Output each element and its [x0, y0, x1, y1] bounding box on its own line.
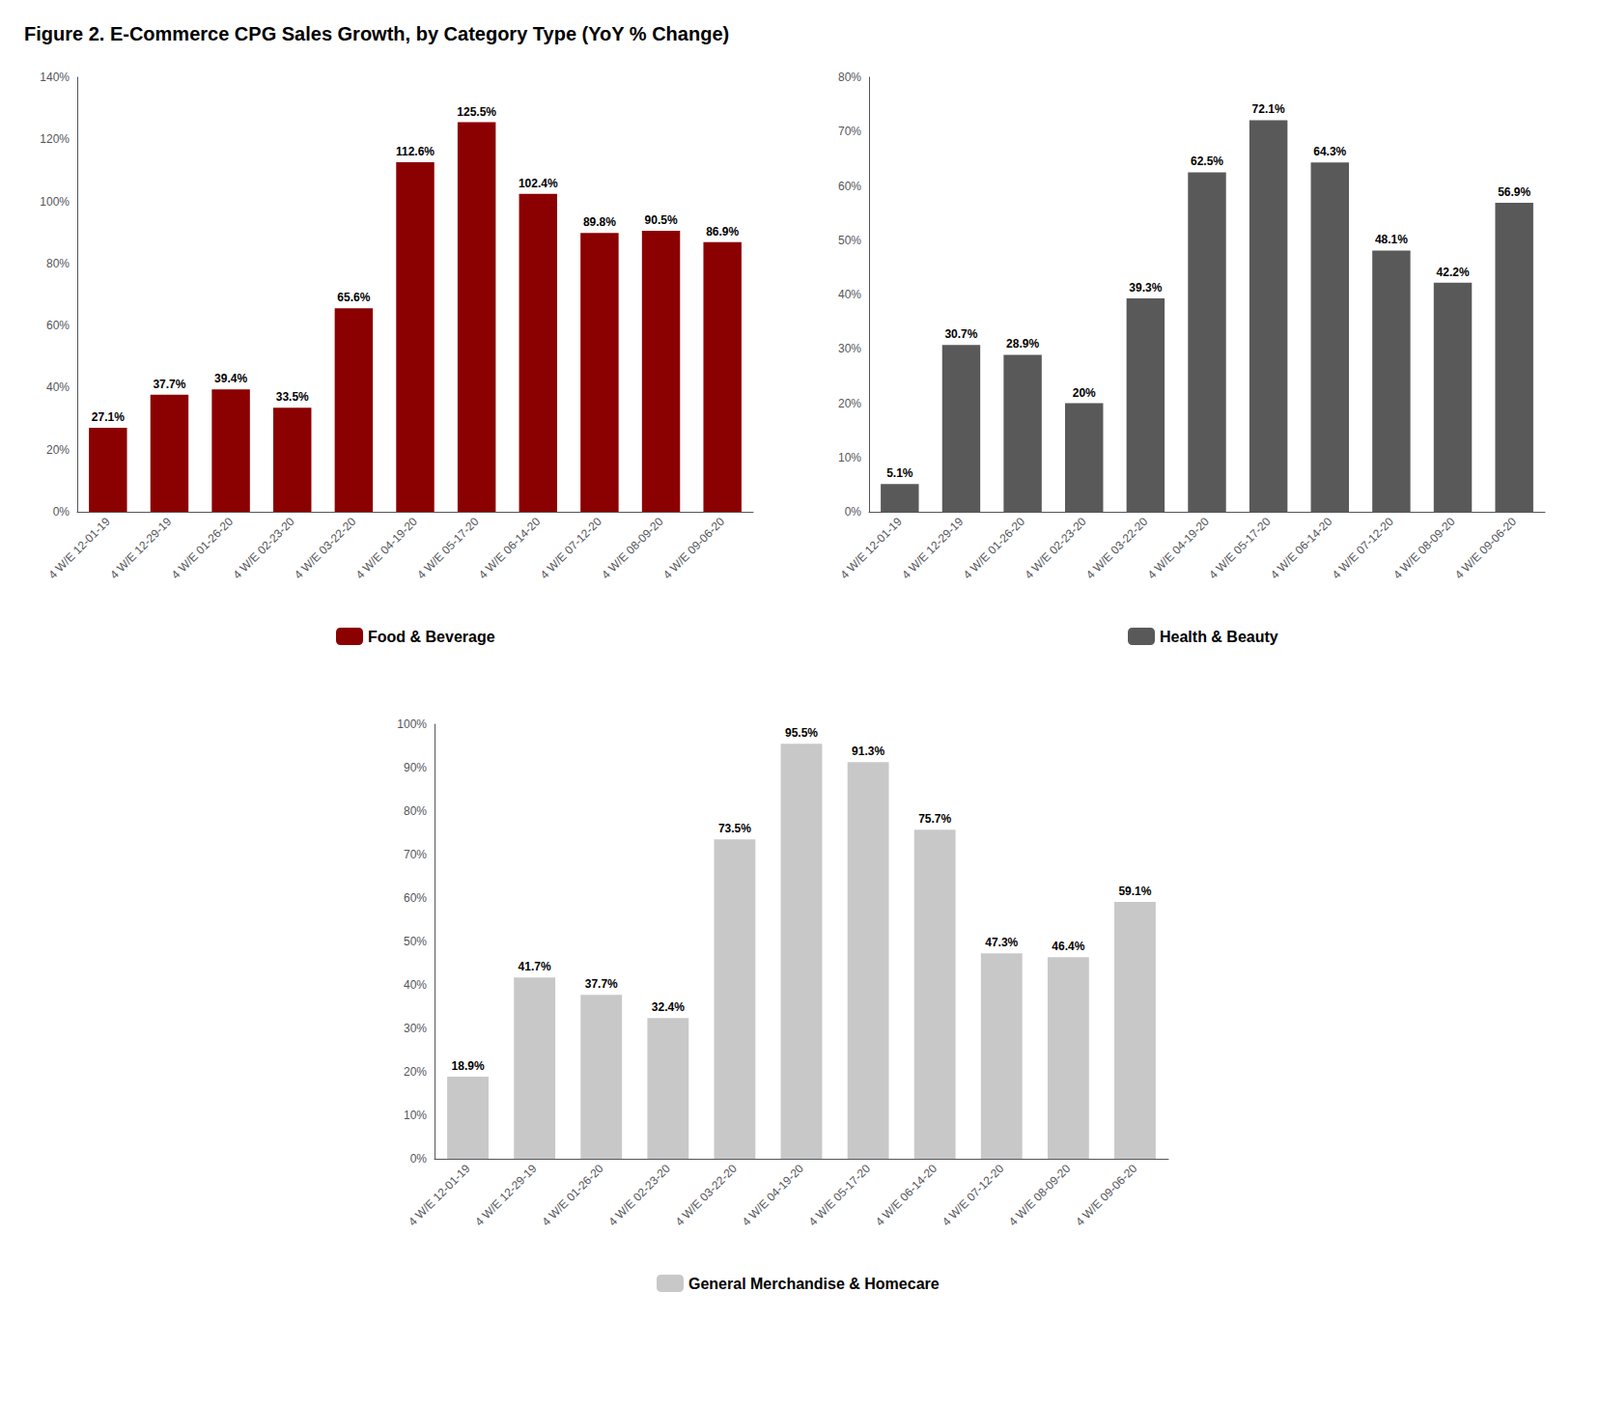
svg-text:30.7%: 30.7%: [944, 327, 978, 341]
svg-text:4 W/E 03-22-20: 4 W/E 03-22-20: [1083, 514, 1151, 582]
svg-text:20%: 20%: [838, 396, 862, 411]
svg-text:33.5%: 33.5%: [276, 390, 309, 404]
svg-text:General Merchandise & Homecare: General Merchandise & Homecare: [688, 1275, 940, 1292]
svg-text:91.3%: 91.3%: [851, 744, 885, 758]
svg-text:140%: 140%: [39, 70, 70, 85]
svg-text:86.9%: 86.9%: [705, 224, 739, 239]
svg-text:4 W/E 12-01-19: 4 W/E 12-01-19: [405, 1161, 473, 1229]
svg-text:Health & Beauty: Health & Beauty: [1159, 628, 1279, 646]
svg-text:4 W/E 12-01-19: 4 W/E 12-01-19: [46, 514, 113, 582]
svg-text:95.5%: 95.5%: [785, 726, 818, 740]
svg-text:4 W/E 06-14-20: 4 W/E 06-14-20: [872, 1161, 940, 1229]
svg-text:39.4%: 39.4%: [214, 371, 248, 386]
svg-text:4 W/E 06-14-20: 4 W/E 06-14-20: [476, 514, 543, 582]
svg-text:80%: 80%: [403, 804, 427, 818]
svg-text:5.1%: 5.1%: [886, 466, 914, 480]
svg-text:73.5%: 73.5%: [718, 821, 752, 836]
svg-text:4 W/E 04-19-20: 4 W/E 04-19-20: [353, 514, 421, 582]
svg-text:59.1%: 59.1%: [1118, 884, 1151, 899]
svg-text:30%: 30%: [838, 341, 862, 356]
svg-text:39.3%: 39.3%: [1128, 280, 1162, 295]
svg-text:42.2%: 42.2%: [1436, 265, 1470, 280]
svg-text:20%: 20%: [403, 1065, 427, 1079]
svg-text:75.7%: 75.7%: [918, 812, 952, 826]
svg-text:40%: 40%: [403, 978, 427, 992]
svg-text:4 W/E 08-09-20: 4 W/E 08-09-20: [1390, 514, 1458, 582]
svg-text:4 W/E 07-12-20: 4 W/E 07-12-20: [939, 1161, 1007, 1229]
svg-text:80%: 80%: [838, 70, 862, 85]
svg-text:112.6%: 112.6%: [395, 144, 435, 159]
svg-text:4 W/E 01-26-20: 4 W/E 01-26-20: [960, 514, 1028, 582]
svg-text:72.1%: 72.1%: [1252, 102, 1286, 116]
svg-text:32.4%: 32.4%: [651, 1000, 685, 1014]
svg-text:50%: 50%: [403, 934, 427, 949]
svg-text:4 W/E 04-19-20: 4 W/E 04-19-20: [1145, 514, 1212, 582]
svg-text:90%: 90%: [403, 760, 427, 775]
svg-text:70%: 70%: [403, 847, 427, 862]
svg-text:4 W/E 09-06-20: 4 W/E 09-06-20: [1452, 514, 1519, 582]
svg-text:102.4%: 102.4%: [518, 176, 559, 191]
svg-text:100%: 100%: [39, 195, 70, 209]
svg-text:4 W/E 05-17-20: 4 W/E 05-17-20: [1206, 514, 1273, 582]
svg-text:10%: 10%: [403, 1108, 427, 1123]
svg-text:4 W/E 02-23-20: 4 W/E 02-23-20: [1021, 514, 1089, 582]
svg-text:89.8%: 89.8%: [583, 215, 617, 229]
svg-text:4 W/E 03-22-20: 4 W/E 03-22-20: [291, 514, 359, 582]
svg-text:4 W/E 01-26-20: 4 W/E 01-26-20: [538, 1161, 606, 1229]
svg-text:4 W/E 03-22-20: 4 W/E 03-22-20: [673, 1161, 740, 1229]
svg-text:4 W/E 08-09-20: 4 W/E 08-09-20: [598, 514, 666, 582]
svg-text:4 W/E 12-29-19: 4 W/E 12-29-19: [898, 514, 966, 582]
svg-text:4 W/E 05-17-20: 4 W/E 05-17-20: [414, 514, 481, 582]
svg-text:4 W/E 12-29-19: 4 W/E 12-29-19: [472, 1161, 539, 1229]
svg-text:48.1%: 48.1%: [1375, 232, 1408, 247]
svg-text:4 W/E 09-06-20: 4 W/E 09-06-20: [1072, 1161, 1140, 1229]
svg-text:90.5%: 90.5%: [645, 213, 678, 227]
svg-text:4 W/E 09-06-20: 4 W/E 09-06-20: [660, 514, 728, 582]
svg-text:65.6%: 65.6%: [336, 290, 370, 305]
svg-text:60%: 60%: [403, 891, 427, 905]
svg-text:4 W/E 08-09-20: 4 W/E 08-09-20: [1006, 1161, 1073, 1229]
svg-text:41.7%: 41.7%: [518, 959, 552, 974]
svg-text:60%: 60%: [46, 318, 70, 333]
svg-text:0%: 0%: [844, 505, 863, 519]
svg-text:40%: 40%: [46, 380, 70, 394]
svg-text:56.9%: 56.9%: [1497, 185, 1531, 199]
svg-text:4 W/E 07-12-20: 4 W/E 07-12-20: [537, 514, 605, 582]
svg-text:100%: 100%: [396, 717, 427, 731]
svg-text:70%: 70%: [838, 124, 862, 139]
svg-text:120%: 120%: [39, 132, 70, 146]
svg-text:4 W/E 07-12-20: 4 W/E 07-12-20: [1329, 514, 1397, 582]
svg-text:4 W/E 12-01-19: 4 W/E 12-01-19: [838, 514, 905, 582]
svg-text:50%: 50%: [838, 233, 862, 248]
svg-text:4 W/E 02-23-20: 4 W/E 02-23-20: [606, 1161, 674, 1229]
svg-text:80%: 80%: [46, 256, 70, 271]
svg-text:4 W/E 06-14-20: 4 W/E 06-14-20: [1267, 514, 1335, 582]
svg-text:27.1%: 27.1%: [91, 410, 125, 424]
svg-text:4 W/E 04-19-20: 4 W/E 04-19-20: [739, 1161, 807, 1229]
svg-text:60%: 60%: [838, 179, 862, 194]
svg-text:62.5%: 62.5%: [1190, 154, 1224, 169]
svg-text:Figure 2. E-Commerce CPG Sales: Figure 2. E-Commerce CPG Sales Growth, b…: [24, 23, 730, 45]
svg-text:18.9%: 18.9%: [451, 1059, 485, 1073]
svg-text:47.3%: 47.3%: [984, 935, 1018, 950]
svg-text:4 W/E 05-17-20: 4 W/E 05-17-20: [806, 1161, 873, 1229]
svg-text:46.4%: 46.4%: [1051, 939, 1085, 954]
svg-text:4 W/E 12-29-19: 4 W/E 12-29-19: [107, 514, 174, 582]
svg-text:64.3%: 64.3%: [1313, 144, 1347, 159]
svg-text:28.9%: 28.9%: [1006, 336, 1039, 351]
svg-text:37.7%: 37.7%: [585, 977, 618, 991]
svg-text:10%: 10%: [838, 450, 862, 465]
svg-text:Food & Beverage: Food & Beverage: [367, 628, 496, 646]
svg-text:20%: 20%: [1072, 386, 1096, 400]
svg-text:125.5%: 125.5%: [456, 105, 497, 119]
svg-text:20%: 20%: [46, 443, 70, 457]
svg-text:40%: 40%: [838, 287, 862, 302]
svg-text:30%: 30%: [403, 1021, 427, 1036]
svg-text:4 W/E 01-26-20: 4 W/E 01-26-20: [168, 514, 236, 582]
svg-text:4 W/E 02-23-20: 4 W/E 02-23-20: [229, 514, 297, 582]
svg-text:0%: 0%: [53, 505, 71, 519]
svg-text:0%: 0%: [410, 1151, 428, 1166]
svg-text:37.7%: 37.7%: [152, 377, 186, 392]
